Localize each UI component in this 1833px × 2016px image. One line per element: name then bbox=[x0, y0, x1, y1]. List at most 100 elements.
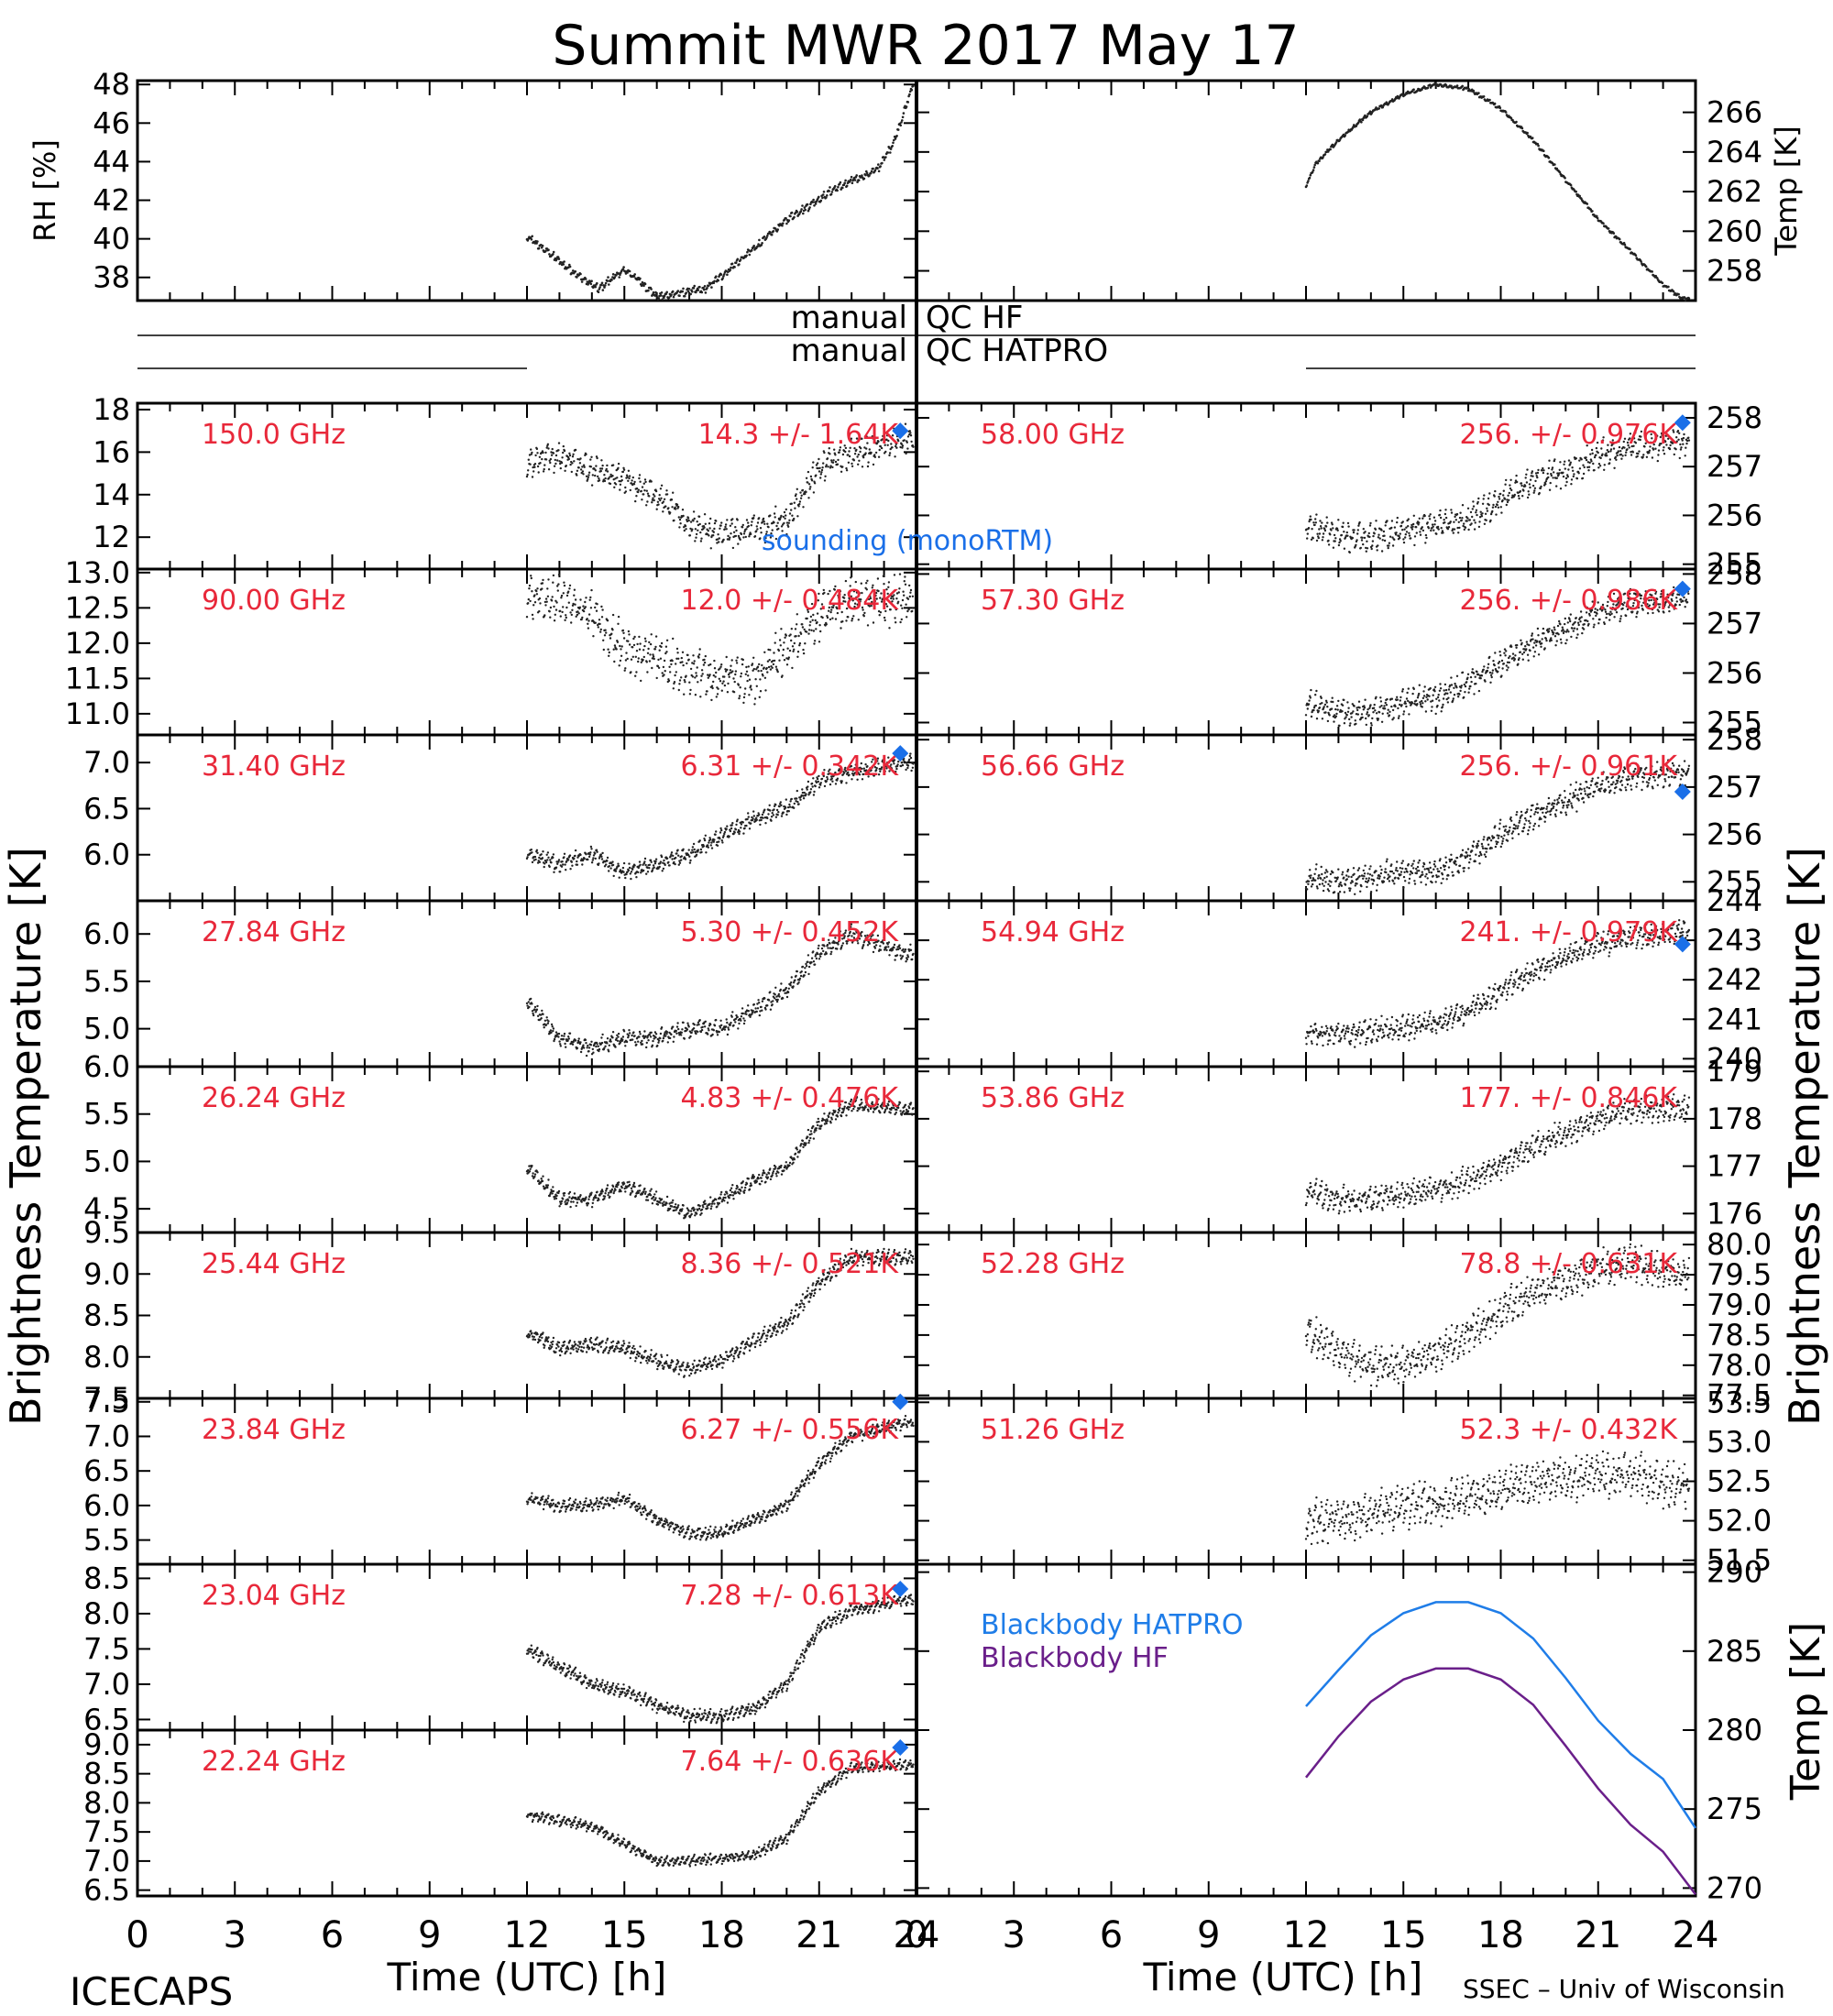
ch-left-4-point bbox=[763, 1172, 766, 1175]
ch-left-0-ytick-label: 12 bbox=[93, 520, 130, 554]
rh-point bbox=[818, 195, 820, 199]
ch-left-0-point bbox=[731, 518, 734, 520]
rh-point bbox=[894, 137, 897, 140]
ch-left-1-point bbox=[579, 598, 582, 601]
rh-point bbox=[842, 183, 846, 186]
ch-left-0-point bbox=[881, 438, 884, 441]
rh-point bbox=[667, 296, 671, 300]
ch-left-1-point bbox=[688, 693, 692, 696]
ch-left-2-point bbox=[684, 858, 687, 860]
ch-left-2-point bbox=[829, 783, 832, 786]
ch-left-1-point bbox=[600, 605, 603, 608]
ch-left-0-point bbox=[587, 471, 591, 474]
ch-left-1-points bbox=[525, 573, 915, 706]
ch-left-0-point bbox=[818, 466, 821, 469]
ch-left-0-point bbox=[619, 483, 622, 486]
ch-left-0-point bbox=[781, 530, 784, 532]
rh-points bbox=[525, 84, 915, 301]
ch-left-4-point bbox=[628, 1183, 631, 1187]
ch-left-1-point bbox=[740, 672, 743, 675]
ch-left-0-point bbox=[883, 427, 885, 430]
ch-left-1-point bbox=[618, 664, 620, 667]
rh-point bbox=[868, 174, 871, 177]
ch-left-3-point bbox=[807, 954, 810, 957]
ch-left-1-point bbox=[527, 597, 530, 601]
ch-left-2-point bbox=[734, 828, 738, 831]
ch-left-3-point bbox=[698, 1019, 701, 1022]
ch-left-4-point bbox=[654, 1197, 657, 1200]
rh-point bbox=[752, 245, 755, 247]
ch-left-3-point bbox=[790, 981, 793, 984]
ch-left-4-point bbox=[669, 1207, 672, 1211]
ch-left-3-point bbox=[712, 1029, 715, 1032]
ch-left-3-point bbox=[645, 1041, 648, 1045]
ch-left-2-point bbox=[591, 859, 594, 861]
ch-left-2-point bbox=[653, 866, 655, 869]
ch-left-4-point bbox=[642, 1190, 645, 1194]
ch-left-0-point bbox=[807, 481, 809, 484]
rh-point bbox=[643, 282, 647, 286]
temp-point bbox=[1344, 134, 1346, 137]
ch-left-0-point bbox=[895, 446, 898, 449]
ch-left-4-point bbox=[740, 1189, 742, 1192]
ch-left-3-point bbox=[703, 1025, 707, 1028]
ch-left-1-point bbox=[573, 588, 576, 591]
ch-left-1-point bbox=[720, 663, 723, 666]
ch-left-0-point bbox=[730, 532, 732, 535]
ch-left-0-point bbox=[527, 458, 530, 461]
ch-left-0-point bbox=[696, 520, 698, 523]
rh-frame bbox=[136, 79, 918, 302]
ch-left-0-point bbox=[843, 444, 846, 447]
ch-left-1-point bbox=[708, 674, 711, 676]
ch-left-4-point bbox=[650, 1188, 653, 1190]
ch-left-4-point bbox=[675, 1203, 677, 1206]
ch-left-0-point bbox=[620, 478, 623, 482]
rh-point bbox=[864, 173, 867, 177]
ch-left-3-point bbox=[632, 1031, 635, 1034]
ch-left-1-point bbox=[806, 617, 808, 620]
rh-point bbox=[702, 286, 705, 290]
ch-left-1-point bbox=[816, 620, 818, 624]
ch-left-0-point bbox=[895, 443, 897, 445]
ch-left-1-point bbox=[745, 670, 749, 673]
ch-left-1-point bbox=[657, 666, 661, 669]
ch-left-1-point bbox=[903, 594, 906, 597]
ch-left-4-point bbox=[807, 1135, 809, 1139]
ch-left-2-point bbox=[630, 877, 632, 881]
ch-left-2-point bbox=[722, 834, 725, 838]
ch-left-4-point bbox=[813, 1131, 816, 1134]
ch-left-1-point bbox=[752, 667, 755, 671]
ch-left-3-point bbox=[785, 986, 787, 990]
ch-left-1-point bbox=[559, 609, 562, 612]
ch-left-3-point bbox=[532, 1013, 535, 1017]
ch-left-0-point bbox=[567, 457, 570, 461]
ch-left-1-point bbox=[664, 645, 668, 648]
rh-point bbox=[722, 273, 726, 276]
temp-point bbox=[1360, 121, 1363, 124]
ch-left-2-point bbox=[906, 764, 910, 767]
rh-point bbox=[626, 271, 629, 274]
ch-left-4-point bbox=[568, 1190, 572, 1194]
ch-left-0-point bbox=[709, 517, 712, 520]
ch-left-1-point bbox=[735, 659, 738, 662]
ch-left-2-point bbox=[775, 808, 779, 812]
ch-left-1-point bbox=[634, 674, 637, 677]
temp-point bbox=[1564, 177, 1566, 180]
ch-left-1-point bbox=[830, 608, 833, 611]
ch-left-3-point bbox=[820, 952, 823, 956]
ch-left-1-point bbox=[652, 655, 655, 658]
ch-left-0-point bbox=[694, 528, 697, 531]
ch-left-1-point bbox=[545, 600, 548, 603]
ch-left-1-point bbox=[747, 674, 750, 677]
ch-left-3-point bbox=[730, 1015, 733, 1018]
ch-left-1-point bbox=[849, 585, 851, 587]
rh-point bbox=[676, 290, 680, 292]
ch-left-3-point bbox=[528, 1005, 531, 1009]
ch-left-2-point bbox=[906, 766, 909, 770]
ch-left-1-point bbox=[606, 619, 609, 622]
ch-left-1-point bbox=[831, 606, 835, 609]
ch-left-4-point bbox=[748, 1188, 752, 1191]
ch-left-1-point bbox=[673, 681, 676, 684]
rh-point bbox=[782, 222, 785, 225]
ch-left-0-point bbox=[844, 450, 847, 454]
